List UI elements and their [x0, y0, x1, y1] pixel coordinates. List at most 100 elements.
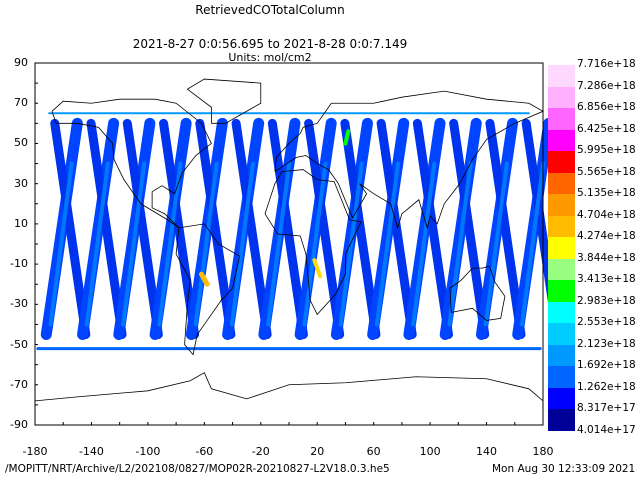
lat-tick-label: 70 — [14, 96, 28, 110]
swath-descending — [376, 118, 417, 339]
swath-data — [36, 112, 562, 351]
swath-descending — [304, 118, 345, 339]
swath-core — [266, 161, 292, 327]
colorbar-label: 2.983e+18 — [577, 294, 636, 307]
colorbar-swatch — [548, 129, 575, 151]
colorbar-swatch — [548, 366, 575, 388]
colorbar-label: 8.317e+17 — [577, 402, 636, 414]
colorbar-label: 1.692e+18 — [577, 359, 636, 371]
swath-core — [338, 161, 364, 327]
colorbar-label: 1.262e+18 — [577, 380, 636, 393]
swath-core — [229, 161, 256, 327]
colorbar-swatch — [548, 301, 575, 323]
lon-tick-label: -140 — [78, 445, 104, 458]
swath-core — [157, 161, 183, 327]
colorbar-label: 4.274e+18 — [577, 230, 636, 242]
swath-descending — [340, 118, 381, 339]
swath-core — [374, 161, 401, 327]
coastline-australia — [449, 265, 506, 321]
coastline-eurasia — [274, 90, 544, 230]
colorbar-label: 4.704e+18 — [577, 208, 636, 221]
time-range: 2021-8-27 0:0:56.695 to 2021-8-28 0:0:7.… — [132, 37, 408, 51]
lon-tick-label: 180 — [532, 445, 554, 458]
colorbar-swatch — [548, 108, 575, 130]
high-co-russia — [343, 129, 351, 146]
colorbar — [548, 65, 575, 431]
lat-tick-label: -50 — [10, 337, 28, 351]
swath-descending — [195, 118, 236, 339]
swath-descending — [50, 118, 91, 339]
plot-title: RetrievedCOTotalColumn — [195, 3, 345, 17]
swath-core — [447, 161, 473, 327]
high-co-africa — [312, 258, 323, 279]
swath-core — [84, 161, 110, 327]
colorbar-swatch — [548, 65, 575, 87]
colorbar-swatch — [548, 344, 575, 366]
colorbar-swatch — [548, 409, 575, 431]
lon-tick-label: -60 — [195, 445, 214, 458]
lon-tick-label: -100 — [135, 445, 161, 458]
colorbar-label: 3.413e+18 — [577, 273, 636, 285]
coastline-south-america — [175, 223, 241, 356]
lon-tick-label: 20 — [310, 445, 325, 458]
coastline-africa — [264, 169, 362, 316]
swath-core — [193, 161, 219, 327]
swath-core — [121, 161, 147, 327]
colorbar-label: 5.565e+18 — [577, 165, 636, 178]
lat-tick-label: 50 — [14, 136, 28, 150]
colorbar-swatch — [548, 323, 575, 345]
lat-tick-label: 30 — [14, 176, 28, 190]
lat-tick-label: 10 — [14, 216, 28, 230]
colorbar-swatch — [548, 194, 575, 216]
coastlines — [34, 78, 544, 402]
coastline-greenland — [186, 78, 262, 124]
swath-core — [48, 161, 74, 327]
lon-tick-label: -20 — [251, 445, 270, 458]
swath-core — [411, 161, 437, 327]
units-label: Units: mol/cm2 — [228, 51, 312, 64]
lat-tick-label: -30 — [10, 297, 28, 311]
lat-tick-label: 90 — [14, 56, 28, 69]
swath-descending — [267, 118, 308, 339]
lon-tick-label: -180 — [22, 445, 48, 458]
colorbar-label: 7.286e+18 — [577, 79, 636, 92]
colorbar-swatch — [548, 387, 575, 409]
file-path: /MOPITT/NRT/Archive/L2/202108/0827/MOP02… — [5, 463, 390, 475]
swath-core — [519, 161, 546, 327]
colorbar-label: 5.995e+18 — [577, 144, 636, 156]
lat-tick-label: -10 — [10, 257, 28, 271]
lat-tick-label: -90 — [10, 418, 28, 431]
lon-tick-label: 100 — [419, 445, 441, 458]
colorbar-label: 4.014e+17 — [577, 423, 636, 436]
colorbar-label: 6.425e+18 — [577, 122, 636, 135]
lat-tick-label: -70 — [10, 377, 28, 391]
colorbar-swatch — [548, 172, 575, 194]
swath-descending — [449, 118, 490, 339]
swath-descending — [86, 118, 127, 339]
swath-descending — [412, 118, 453, 339]
colorbar-label: 3.844e+18 — [577, 251, 636, 264]
colorbar-label: 2.553e+18 — [577, 316, 636, 328]
colorbar-label: 5.135e+18 — [577, 187, 636, 199]
colorbar-swatch — [548, 86, 575, 108]
coastline-north-america — [51, 98, 212, 229]
lon-tick-label: 60 — [366, 445, 381, 458]
swath-descending — [231, 118, 272, 339]
swath-descending — [122, 118, 163, 339]
colorbar-swatch — [548, 280, 575, 302]
swath-core — [302, 161, 328, 327]
high-co-south-america — [199, 271, 210, 287]
swath-descending — [485, 118, 526, 339]
timestamp: Mon Aug 30 12:33:09 2021 — [492, 463, 636, 475]
colorbar-label: 6.856e+18 — [577, 101, 636, 113]
colorbar-label: 2.123e+18 — [577, 337, 636, 350]
lon-tick-label: 140 — [476, 445, 498, 458]
coastline-antarctica — [34, 372, 544, 402]
colorbar-swatch — [548, 258, 575, 280]
swath-core — [483, 161, 509, 327]
colorbar-swatch — [548, 215, 575, 237]
colorbar-swatch — [548, 237, 575, 259]
colorbar-swatch — [548, 151, 575, 173]
colorbar-label: 7.716e+18 — [577, 58, 636, 70]
